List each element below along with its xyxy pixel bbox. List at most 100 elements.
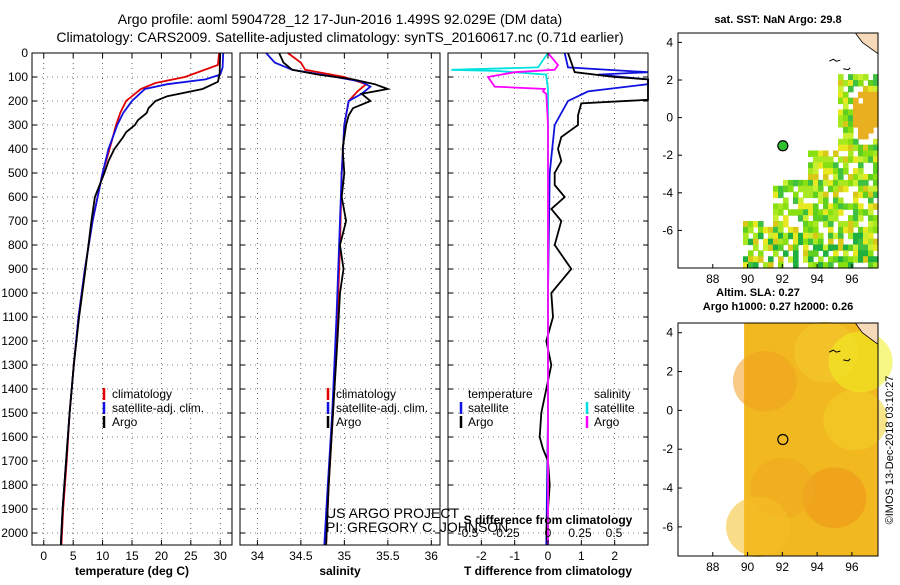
sst-cell — [793, 226, 799, 234]
sst-cell — [768, 244, 774, 251]
sst-cell — [833, 179, 839, 187]
sst-cell — [813, 150, 819, 157]
sst-cell — [773, 191, 779, 199]
sst-cell — [838, 121, 844, 128]
sst-cell — [803, 244, 809, 251]
sst-cell — [858, 74, 864, 81]
sst-cell — [818, 209, 824, 216]
sst-cell — [768, 238, 774, 246]
sst-cell — [803, 250, 809, 257]
sst-cell — [843, 103, 849, 110]
sst-cell — [838, 85, 844, 93]
y-tick-label: 1600 — [1, 430, 28, 444]
y-tick-label: 1500 — [1, 406, 28, 420]
sst-cell — [813, 168, 819, 175]
sst-cell — [838, 209, 844, 216]
sst-cell — [793, 209, 799, 216]
sst-cell — [868, 209, 874, 216]
map-frame — [677, 32, 879, 269]
x-tick-label: -1 — [509, 549, 520, 563]
sst-cell — [848, 150, 854, 157]
s-tick-label: 0 — [545, 526, 552, 540]
sst-cell — [778, 226, 784, 234]
sst-cell — [838, 144, 844, 152]
sst-cell — [868, 144, 874, 152]
sst-cell — [863, 150, 869, 157]
y-tick-label: -6 — [662, 223, 673, 237]
sst-cell — [843, 127, 849, 134]
sst-cell — [788, 185, 794, 193]
sst-cell — [803, 209, 809, 216]
sst-cell — [743, 232, 749, 240]
sst-cell — [778, 191, 784, 199]
sst-cell — [758, 256, 764, 263]
sst-cell — [838, 197, 844, 204]
sst-cell — [853, 256, 859, 263]
sst-cell — [808, 185, 814, 193]
sst-cell — [858, 244, 864, 251]
y-tick-label: 4 — [666, 35, 673, 49]
sst-cell — [788, 232, 794, 240]
sst-cell — [863, 185, 869, 193]
sst-cell — [838, 244, 844, 251]
sst-cell — [793, 256, 799, 263]
sst-cell — [873, 256, 879, 263]
legend-label: Argo — [112, 415, 138, 429]
sst-cell — [843, 185, 849, 193]
sst-cell — [753, 244, 759, 251]
sst-cell — [863, 174, 869, 181]
sst-cell — [858, 115, 864, 122]
sst-cell — [838, 185, 844, 193]
sst-cell — [768, 226, 774, 234]
sst-cell — [863, 97, 869, 105]
sst-cell — [803, 238, 809, 246]
sst-cell — [823, 250, 829, 257]
sst-cell — [763, 238, 769, 246]
sst-cell — [838, 168, 844, 175]
y-tick-label: -2 — [662, 148, 673, 162]
sst-cell — [843, 221, 849, 228]
sst-cell — [863, 103, 869, 110]
sst-cell — [868, 121, 874, 128]
sst-cell — [813, 244, 819, 251]
sst-cell — [873, 103, 879, 110]
x-tick-label: 5 — [70, 549, 77, 563]
sst-cell — [868, 244, 874, 251]
sst-cell — [868, 127, 874, 134]
sst-cell — [813, 221, 819, 228]
sst-cell — [828, 215, 834, 222]
sst-cell — [843, 250, 849, 257]
sst-cell — [833, 185, 839, 193]
legend-label: satellite — [594, 401, 635, 415]
y-tick-label: 400 — [8, 142, 28, 156]
sst-cell — [793, 262, 799, 269]
sst-cell — [858, 185, 864, 193]
sst-cell — [833, 168, 839, 175]
sst-cell — [748, 256, 754, 263]
sst-cell — [813, 179, 819, 187]
sst-cell — [798, 203, 804, 210]
y-tick-label: -4 — [662, 186, 673, 200]
sst-cell — [798, 209, 804, 216]
sla-blob — [823, 389, 888, 451]
sst-cell — [858, 238, 864, 246]
x-tick-label: 92 — [776, 272, 790, 286]
sst-cell — [793, 197, 799, 204]
sst-cell — [743, 238, 749, 246]
sst-cell — [788, 209, 794, 216]
sst-cell — [868, 215, 874, 222]
sst-cell — [858, 168, 864, 175]
sst-cell — [848, 156, 854, 163]
sst-cell — [848, 262, 854, 269]
map-frame — [677, 322, 879, 557]
island-outline — [829, 349, 851, 362]
sst-cell — [808, 238, 814, 246]
sst-cell — [843, 262, 849, 269]
sst-cell — [838, 74, 844, 81]
sst-cell — [853, 238, 859, 246]
legend-label: Argo — [594, 415, 620, 429]
map-title: sat. SST: NaN Argo: 29.8 — [714, 14, 841, 26]
plot-frame — [239, 52, 441, 546]
island-outline — [829, 58, 851, 71]
sst-cell — [788, 256, 794, 263]
